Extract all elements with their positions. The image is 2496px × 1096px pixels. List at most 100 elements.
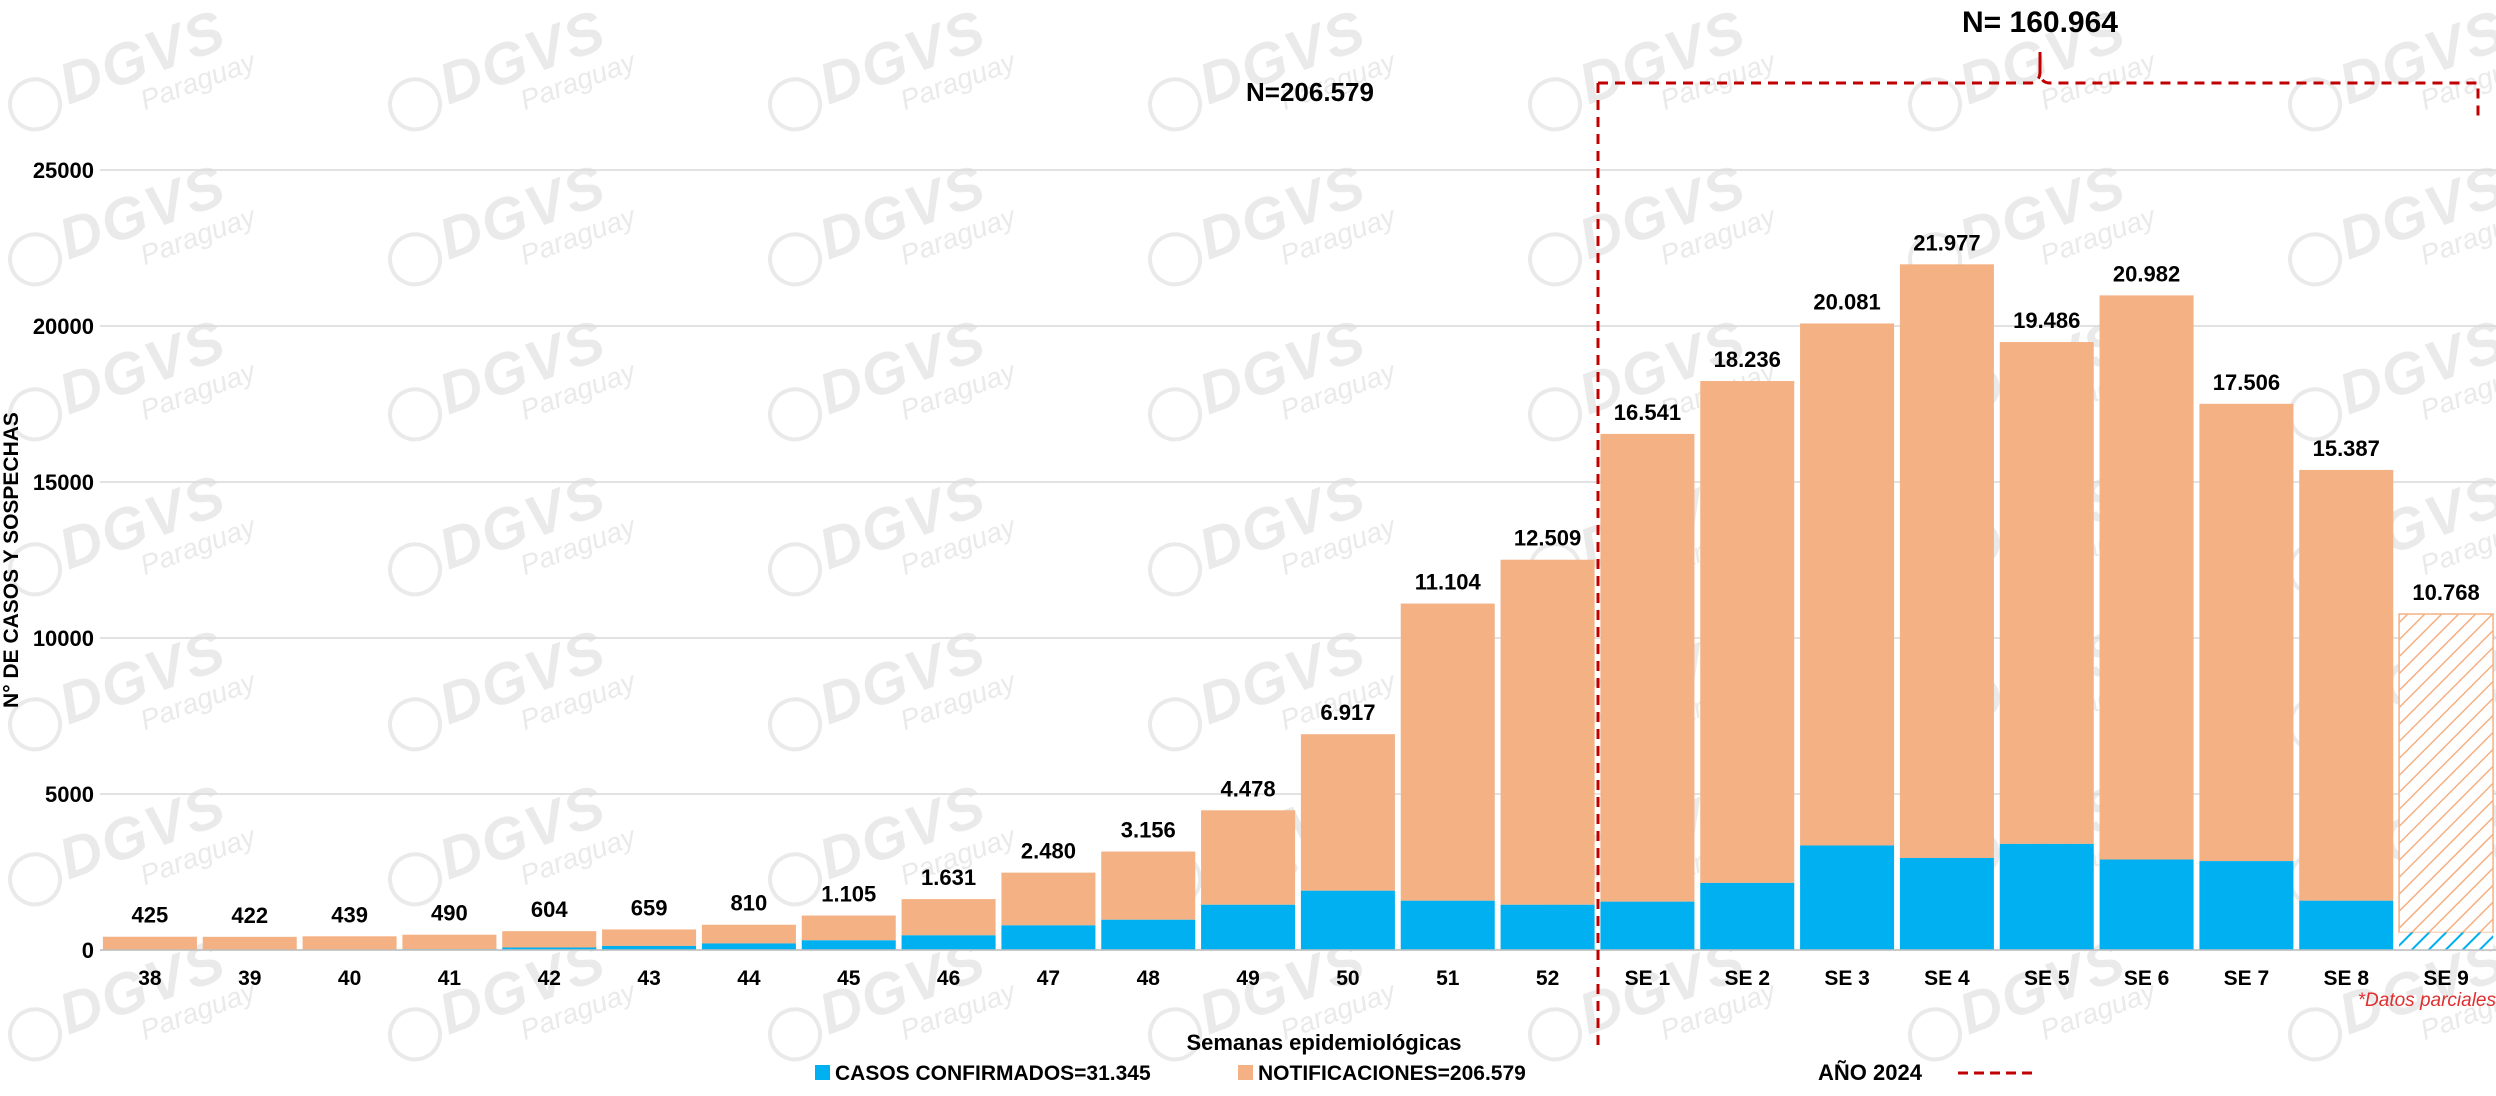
x-tick-label: SE 4	[1924, 967, 1970, 990]
bar-casos-confirmados	[1300, 890, 1395, 950]
year-2024-bracket	[1598, 70, 2480, 116]
x-tick-label: 48	[1137, 967, 1161, 990]
bar-notificaciones	[1800, 323, 1895, 846]
bar-notificaciones	[1500, 559, 1595, 905]
x-tick-label: 39	[238, 967, 261, 990]
x-tick-label: 49	[1236, 967, 1259, 990]
data-label: 11.104	[1415, 570, 1482, 595]
x-tick-label: SE 5	[2024, 967, 2070, 990]
bar-casos-confirmados	[1101, 919, 1196, 950]
n-total-label: N=206.579	[1246, 77, 1374, 107]
bar-notificaciones	[1899, 264, 1994, 858]
bar-notificaciones	[2199, 403, 2294, 862]
x-tick-label: SE 7	[2224, 967, 2270, 990]
x-tick-label: 50	[1336, 967, 1359, 990]
x-tick-label: SE 6	[2124, 967, 2170, 990]
x-tick-label: SE 2	[1724, 967, 1770, 990]
bar-notificaciones	[202, 936, 297, 950]
bar-casos-confirmados	[1201, 904, 1296, 950]
x-tick-label: 47	[1037, 967, 1060, 990]
data-label: 604	[531, 897, 568, 922]
x-tick-label: SE 8	[2323, 967, 2369, 990]
bar-notificaciones	[2099, 295, 2194, 860]
bar-casos-confirmados	[1001, 925, 1096, 950]
bar-casos-confirmados	[1800, 845, 1895, 950]
bar-notificaciones	[102, 936, 197, 950]
bar-casos-confirmados	[502, 947, 597, 950]
bar-notificaciones	[1700, 381, 1795, 883]
data-label: 19.486	[2013, 308, 2080, 333]
data-label: 659	[631, 895, 668, 920]
y-axis-title: N° DE CASOS Y SOSPECHAS	[0, 412, 23, 708]
x-tick-label: 38	[138, 967, 162, 990]
bar-casos-confirmados	[602, 945, 697, 950]
data-label: 3.156	[1121, 818, 1176, 843]
data-label: 16.541	[1614, 400, 1681, 425]
bar-notificaciones	[1400, 603, 1495, 901]
x-tick-label: 40	[338, 967, 361, 990]
legend-swatch-notificaciones	[1238, 1065, 1253, 1080]
bar-notificaciones	[2299, 469, 2394, 901]
bar-casos-confirmados	[2399, 932, 2494, 950]
data-label: 20.982	[2113, 261, 2180, 286]
x-tick-label: SE 1	[1625, 967, 1671, 990]
data-label: 6.917	[1320, 700, 1375, 725]
data-label: 2.480	[1021, 839, 1076, 864]
data-label: 1.105	[821, 882, 876, 907]
y-tick-label: 25000	[33, 158, 94, 183]
bar-notificaciones	[1300, 734, 1395, 891]
bar-casos-confirmados	[701, 943, 796, 950]
data-label: 4.478	[1221, 776, 1276, 801]
bar-notificaciones	[502, 931, 597, 948]
legend-label-confirmados: CASOS CONFIRMADOS=31.345	[835, 1062, 1151, 1085]
data-label: 18.236	[1714, 347, 1781, 372]
x-tick-label: 41	[438, 967, 462, 990]
data-label: 10.768	[2412, 580, 2479, 605]
data-label: 422	[231, 903, 268, 928]
bar-notificaciones	[602, 929, 697, 946]
data-label: 15.387	[2313, 436, 2380, 461]
data-label: 425	[132, 903, 169, 928]
y-tick-label: 15000	[33, 470, 94, 495]
bar-casos-confirmados	[1500, 904, 1595, 950]
data-label: 21.977	[1913, 230, 1980, 255]
bar-notificaciones	[1600, 433, 1695, 902]
x-axis-title: Semanas epidemiológicas	[1186, 1030, 1461, 1055]
y-tick-label: 20000	[33, 314, 94, 339]
bar-notificaciones	[1999, 342, 2094, 844]
bar-notificaciones	[701, 924, 796, 944]
y-tick-label: 10000	[33, 626, 94, 651]
bar-notificaciones	[402, 934, 497, 950]
partial-data-note: *Datos parciales	[2358, 990, 2496, 1011]
data-label: 17.506	[2213, 370, 2280, 395]
bar-casos-confirmados	[1700, 882, 1795, 950]
bar-casos-confirmados	[2199, 861, 2294, 950]
x-tick-label: 43	[637, 967, 660, 990]
y-tick-label: 0	[82, 938, 94, 963]
bar-casos-confirmados	[1400, 900, 1495, 950]
y-tick-label: 5000	[45, 782, 94, 807]
legend-label-year-2024: AÑO 2024	[1818, 1060, 1923, 1085]
bar-notificaciones	[1201, 810, 1296, 905]
x-tick-label: 51	[1436, 967, 1460, 990]
legend-label-notificaciones: NOTIFICACIONES=206.579	[1258, 1062, 1526, 1085]
data-label: 1.631	[921, 865, 976, 890]
data-label: 490	[431, 901, 468, 926]
x-tick-label: 52	[1536, 967, 1559, 990]
bar-notificaciones	[1001, 872, 1096, 926]
x-tick-label: SE 9	[2423, 967, 2469, 990]
x-tick-label: 45	[837, 967, 861, 990]
bar-notificaciones	[801, 915, 896, 941]
bar-casos-confirmados	[1899, 857, 1994, 950]
bar-notificaciones	[2398, 613, 2494, 934]
bar-notificaciones	[901, 899, 996, 936]
x-tick-label: 44	[737, 967, 761, 990]
x-tick-label: 42	[538, 967, 561, 990]
n-2024-label: N= 160.964	[1962, 6, 2118, 39]
bar-casos-confirmados	[901, 935, 996, 950]
data-label: 439	[331, 902, 368, 927]
bar-notificaciones	[1101, 851, 1196, 920]
bar-casos-confirmados	[1999, 843, 2094, 950]
x-tick-label: 46	[937, 967, 960, 990]
bar-casos-confirmados	[801, 940, 896, 950]
